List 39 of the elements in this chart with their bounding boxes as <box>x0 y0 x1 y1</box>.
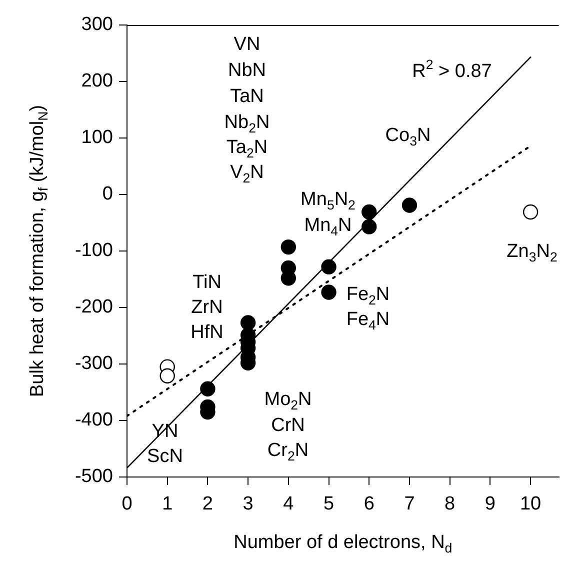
annotation: ScN <box>147 446 183 468</box>
point <box>321 259 336 274</box>
y-tick-label: -100 <box>74 240 113 262</box>
point <box>522 204 538 220</box>
point <box>280 239 296 255</box>
point <box>321 284 336 300</box>
point <box>362 219 377 234</box>
point <box>200 381 216 396</box>
y-tick-label: 300 <box>81 14 113 36</box>
annotation: ZrN <box>191 297 223 318</box>
point <box>240 315 256 330</box>
x-tick-label: 4 <box>283 494 294 515</box>
annotation: TaN <box>230 86 264 108</box>
x-tick-label: 9 <box>484 494 496 515</box>
y-tick-label: 100 <box>81 127 113 148</box>
x-tick-label: 5 <box>323 494 334 515</box>
x-tick-label: 7 <box>404 494 415 515</box>
y-axis-title: Bulk heat of formation, gf (kJ/molN) <box>27 104 50 398</box>
point <box>402 198 418 213</box>
x-tick-label: 2 <box>202 494 213 515</box>
x-tick-label: 6 <box>364 494 374 515</box>
point <box>160 368 175 384</box>
annotation: VN <box>234 34 260 56</box>
point <box>362 204 377 220</box>
y-tick-label: -300 <box>74 353 113 374</box>
x-tick-label: 3 <box>242 494 254 515</box>
y-tick-label: 0 <box>102 184 113 205</box>
annotation: TiN <box>192 272 222 294</box>
y-tick-label: -500 <box>74 466 113 488</box>
x-tick-label: 1 <box>162 494 173 515</box>
x-tick-label: 0 <box>122 494 132 515</box>
x-tick-label: 8 <box>444 494 456 515</box>
annotation: NbN <box>228 60 266 82</box>
y-tick-label: 200 <box>81 70 113 92</box>
x-tick-label: 10 <box>520 494 542 515</box>
annotation: CrN <box>271 415 305 436</box>
y-tick-label: -400 <box>74 410 113 431</box>
annotation: HfN <box>190 322 224 344</box>
y-tick-label: -200 <box>74 296 113 318</box>
